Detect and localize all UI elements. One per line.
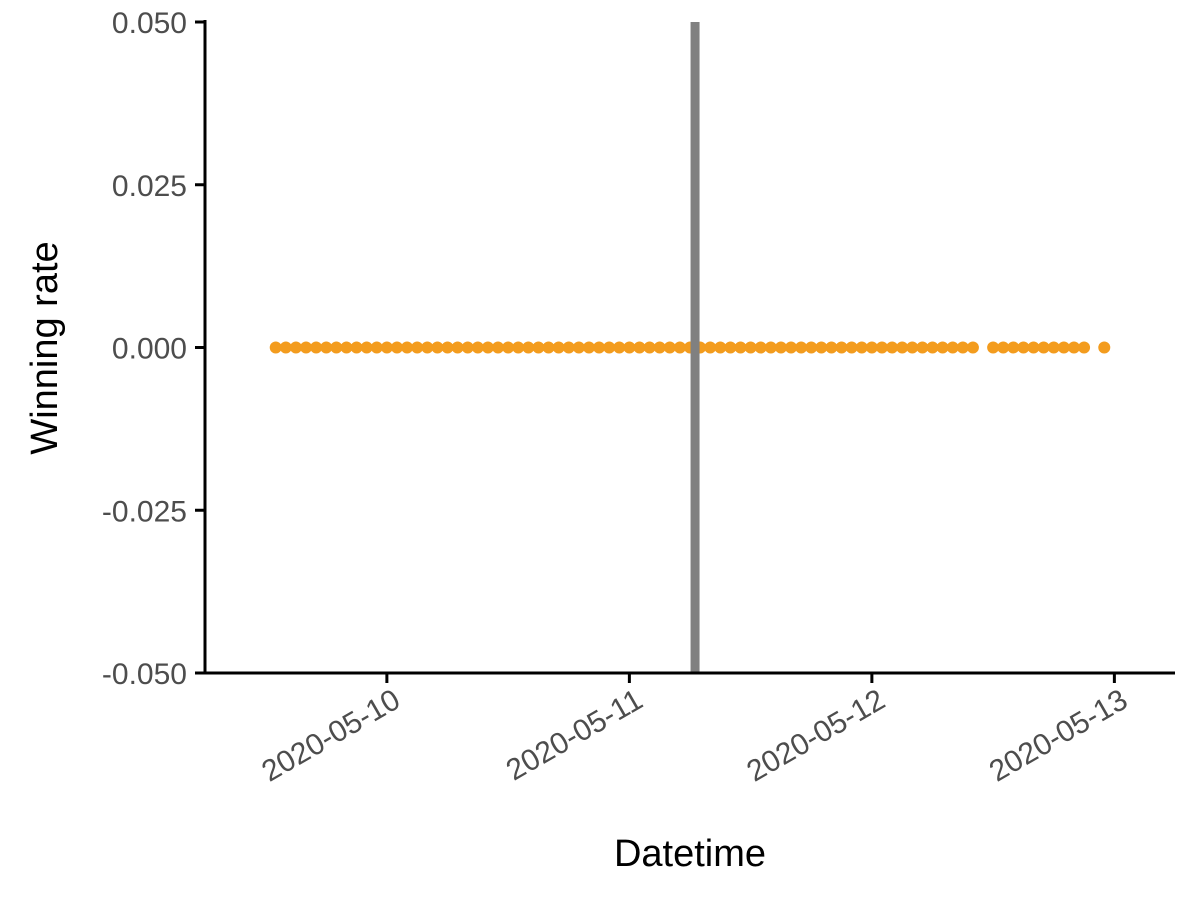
y-tick-label: 0.050	[112, 7, 187, 40]
data-point	[1057, 341, 1070, 354]
data-point	[926, 341, 939, 354]
y-axis-title: Winning rate	[24, 241, 66, 454]
data-point	[582, 341, 595, 354]
points-layer	[269, 341, 1111, 354]
data-point	[734, 341, 747, 354]
data-point	[481, 341, 494, 354]
data-point	[401, 341, 414, 354]
data-point	[502, 341, 515, 354]
data-point	[896, 341, 909, 354]
y-tick-label: 0.000	[112, 333, 187, 366]
data-point	[997, 341, 1010, 354]
data-point	[653, 341, 666, 354]
x-tick-label: 2020-05-13	[984, 683, 1133, 788]
data-point	[522, 341, 535, 354]
data-point	[1007, 341, 1020, 354]
data-point	[785, 341, 798, 354]
data-point	[936, 341, 949, 354]
data-point	[744, 341, 757, 354]
data-point	[886, 341, 899, 354]
data-point	[279, 341, 292, 354]
data-point	[966, 341, 979, 354]
data-point	[1047, 341, 1060, 354]
data-point	[350, 341, 363, 354]
data-point	[512, 341, 525, 354]
x-tick-label: 2020-05-11	[501, 683, 648, 787]
data-point	[714, 341, 727, 354]
data-point	[310, 341, 323, 354]
data-point	[774, 341, 787, 354]
y-tick-label: 0.025	[112, 170, 187, 203]
data-point	[269, 341, 282, 354]
data-point	[795, 341, 808, 354]
data-point	[1067, 341, 1080, 354]
data-point	[956, 341, 969, 354]
ticks-layer: 0.050 0.025 0.000 -0.025 -0.050 2020-05-10 202…	[102, 7, 1133, 788]
data-point	[1037, 341, 1050, 354]
data-point	[845, 341, 858, 354]
data-point	[613, 341, 626, 354]
data-point	[805, 341, 818, 354]
data-point	[673, 341, 686, 354]
data-point	[492, 341, 505, 354]
data-point	[370, 341, 383, 354]
data-point	[542, 341, 555, 354]
data-point	[431, 341, 444, 354]
data-point	[835, 341, 848, 354]
data-point	[380, 341, 393, 354]
y-tick-label: -0.025	[102, 495, 187, 528]
data-point	[320, 341, 333, 354]
data-point	[471, 341, 484, 354]
data-point	[411, 341, 424, 354]
data-point	[1098, 341, 1111, 354]
data-point	[754, 341, 767, 354]
data-point	[643, 341, 656, 354]
data-point	[724, 341, 737, 354]
data-point	[461, 341, 474, 354]
data-point	[390, 341, 403, 354]
data-point	[875, 341, 888, 354]
data-point	[815, 341, 828, 354]
data-point	[916, 341, 929, 354]
data-point	[340, 341, 353, 354]
data-point	[562, 341, 575, 354]
x-tick-label: 2020-05-10	[256, 683, 405, 788]
data-point	[704, 341, 717, 354]
data-point	[663, 341, 676, 354]
data-point	[825, 341, 838, 354]
data-point	[532, 341, 545, 354]
data-point	[330, 341, 343, 354]
data-point	[623, 341, 636, 354]
y-tick-label: -0.050	[102, 658, 187, 691]
data-point	[451, 341, 464, 354]
data-point	[360, 341, 373, 354]
data-point	[300, 341, 313, 354]
data-point	[946, 341, 959, 354]
data-point	[441, 341, 454, 354]
x-axis-title: Datetime	[614, 833, 766, 875]
x-tick-label: 2020-05-12	[741, 683, 890, 788]
data-point	[855, 341, 868, 354]
data-point	[1017, 341, 1030, 354]
data-point	[421, 341, 434, 354]
data-point	[865, 341, 878, 354]
data-point	[1027, 341, 1040, 354]
data-point	[552, 341, 565, 354]
data-point	[572, 341, 585, 354]
data-point	[289, 341, 302, 354]
data-point	[1078, 341, 1091, 354]
data-point	[633, 341, 646, 354]
data-point	[906, 341, 919, 354]
data-point	[603, 341, 616, 354]
data-point	[593, 341, 606, 354]
data-point	[987, 341, 1000, 354]
data-point	[764, 341, 777, 354]
